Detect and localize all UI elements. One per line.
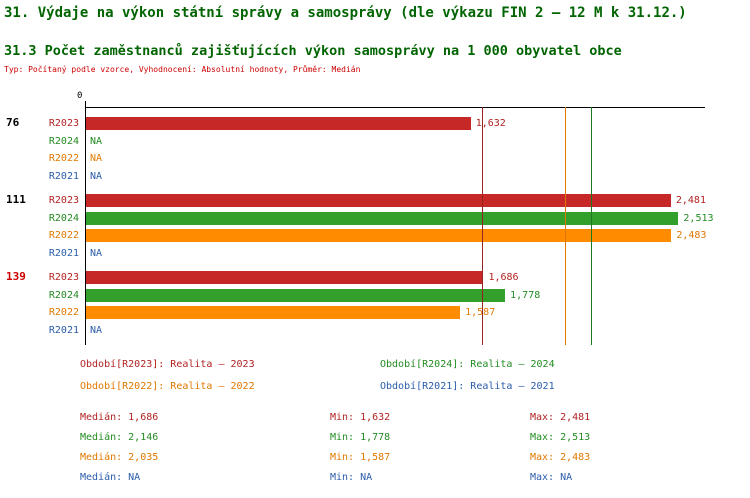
group-label: 139 bbox=[6, 270, 26, 283]
stat-median-R2023: Medián: 1,686 bbox=[80, 412, 159, 423]
bar-value-label: 1,632 bbox=[475, 118, 506, 129]
stat-median-R2022: Medián: 2,035 bbox=[80, 452, 159, 463]
chart-stats-table: Medián: 1,686 Min: 1,632 Max: 2,481 Medián:… bbox=[80, 412, 700, 492]
chart-meta-line: Typ: Počítaný podle vzorce, Vyhodnocení:… bbox=[4, 65, 361, 74]
series-label-R2022: R2022 bbox=[48, 307, 79, 318]
stat-max-R2024: Max: 2,513 bbox=[530, 432, 591, 443]
bar-value-na-label: NA bbox=[90, 170, 103, 182]
bar-value-na-label: NA bbox=[90, 153, 103, 164]
median-line-R2023 bbox=[482, 107, 484, 345]
stat-min-R2022: Min: 1,587 bbox=[330, 452, 391, 463]
stat-min-R2023: Min: 1,632 bbox=[330, 412, 391, 423]
series-label-R2023: R2023 bbox=[48, 195, 79, 206]
series-label-R2023: R2023 bbox=[48, 118, 79, 129]
stat-max-R2022: Max: 2,483 bbox=[530, 452, 591, 463]
bar-R2022 bbox=[86, 229, 672, 242]
legend-item-R2021: Období[R2021]: Realita – 2021 bbox=[380, 381, 555, 392]
x-axis-tick bbox=[85, 101, 86, 107]
series-label-R2024: R2024 bbox=[48, 212, 79, 224]
bar-R2024 bbox=[86, 211, 679, 225]
median-line-R2024 bbox=[590, 107, 592, 345]
group-label: 76 bbox=[6, 116, 20, 129]
chart-subtitle: 31.3 Počet zaměstnanců zajišťujících výk… bbox=[4, 43, 622, 59]
bar-value-label: 2,513 bbox=[683, 212, 714, 224]
bar-value-label: 1,686 bbox=[488, 272, 519, 283]
bar-R2022 bbox=[86, 306, 461, 319]
series-label-R2023: R2023 bbox=[48, 272, 79, 283]
plot-top-border bbox=[85, 107, 705, 108]
legend-item-R2023: Období[R2023]: Realita – 2023 bbox=[80, 359, 255, 370]
chart-title: 31. Výdaje na výkon státní správy a samo… bbox=[4, 5, 687, 21]
bar-value-label: 2,481 bbox=[675, 195, 706, 206]
group-label: 111 bbox=[6, 193, 26, 206]
series-label-R2024: R2024 bbox=[48, 135, 79, 147]
bar-value-na-label: NA bbox=[90, 324, 103, 336]
series-label-R2021: R2021 bbox=[48, 247, 79, 259]
bar-value-na-label: NA bbox=[90, 247, 103, 259]
bar-R2023 bbox=[86, 271, 484, 284]
stat-median-R2021: Medián: NA bbox=[80, 472, 141, 483]
stat-median-R2024: Medián: 2,146 bbox=[80, 432, 159, 443]
bar-value-label: 1,587 bbox=[465, 307, 496, 318]
stat-max-R2023: Max: 2,481 bbox=[530, 412, 591, 423]
series-label-R2021: R2021 bbox=[48, 170, 79, 182]
bar-value-label: 1,778 bbox=[510, 289, 541, 301]
series-label-R2021: R2021 bbox=[48, 324, 79, 336]
bar-R2023 bbox=[86, 194, 671, 207]
bar-R2024 bbox=[86, 288, 506, 302]
series-label-R2022: R2022 bbox=[48, 230, 79, 241]
stat-min-R2024: Min: 1,778 bbox=[330, 432, 391, 443]
plot-y-axis bbox=[85, 107, 86, 345]
legend-item-R2024: Období[R2024]: Realita – 2024 bbox=[380, 359, 555, 370]
series-label-R2024: R2024 bbox=[48, 289, 79, 301]
chart-legend: Období[R2023]: Realita – 2023 Období[R202… bbox=[80, 359, 680, 403]
series-label-R2022: R2022 bbox=[48, 153, 79, 164]
bar-value-label: 2,483 bbox=[676, 230, 707, 241]
bar-value-na-label: NA bbox=[90, 135, 103, 147]
stat-max-R2021: Max: NA bbox=[530, 472, 573, 483]
bar-R2023 bbox=[86, 117, 471, 130]
legend-item-R2022: Období[R2022]: Realita – 2022 bbox=[80, 381, 255, 392]
stat-min-R2021: Min: NA bbox=[330, 472, 373, 483]
median-line-R2022 bbox=[564, 107, 566, 345]
x-axis-zero-label: 0 bbox=[77, 91, 83, 101]
